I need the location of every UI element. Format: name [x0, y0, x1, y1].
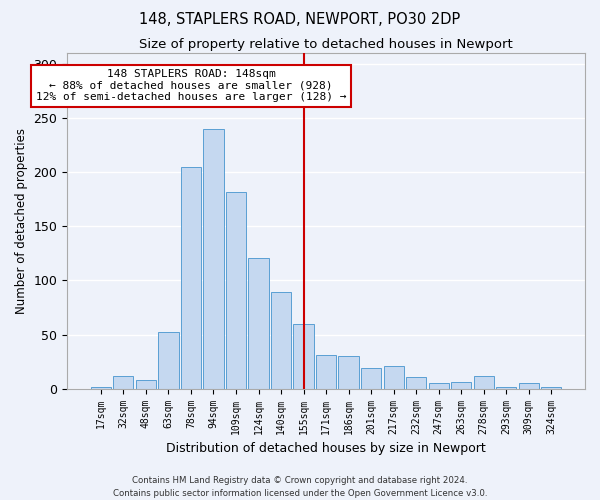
Bar	[338, 356, 359, 388]
Bar	[91, 386, 111, 388]
Bar	[518, 384, 539, 388]
Bar	[271, 292, 291, 388]
Bar	[113, 376, 133, 388]
Bar	[428, 384, 449, 388]
Text: 148, STAPLERS ROAD, NEWPORT, PO30 2DP: 148, STAPLERS ROAD, NEWPORT, PO30 2DP	[139, 12, 461, 28]
Bar	[181, 166, 201, 388]
Bar	[203, 129, 224, 388]
Bar	[406, 377, 427, 388]
Text: 148 STAPLERS ROAD: 148sqm
← 88% of detached houses are smaller (928)
12% of semi: 148 STAPLERS ROAD: 148sqm ← 88% of detac…	[35, 70, 346, 102]
Text: Contains HM Land Registry data © Crown copyright and database right 2024.
Contai: Contains HM Land Registry data © Crown c…	[113, 476, 487, 498]
Y-axis label: Number of detached properties: Number of detached properties	[15, 128, 28, 314]
Title: Size of property relative to detached houses in Newport: Size of property relative to detached ho…	[139, 38, 513, 51]
Bar	[316, 355, 336, 388]
Bar	[361, 368, 381, 388]
X-axis label: Distribution of detached houses by size in Newport: Distribution of detached houses by size …	[166, 442, 486, 455]
Bar	[136, 380, 156, 388]
Bar	[496, 386, 517, 388]
Bar	[473, 376, 494, 388]
Bar	[226, 192, 246, 388]
Bar	[158, 332, 179, 388]
Bar	[248, 258, 269, 388]
Bar	[541, 386, 562, 388]
Bar	[451, 382, 472, 388]
Bar	[383, 366, 404, 388]
Bar	[293, 324, 314, 388]
